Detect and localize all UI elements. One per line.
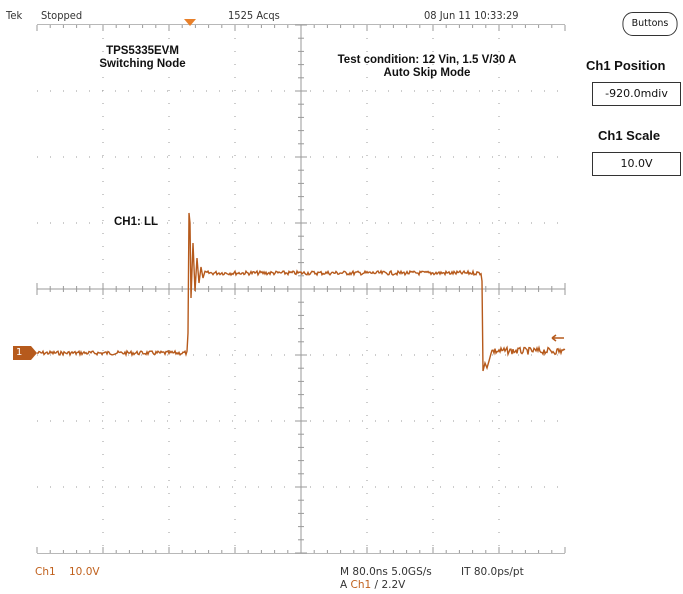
acquisition-status: Stopped [41,9,83,22]
device-node: Switching Node [99,58,186,70]
ch1-scale-field[interactable]: 10.0V [592,152,681,176]
condition-text: Test condition: 12 Vin, 1.5 V/30 A [337,54,517,66]
trigger-readout: A Ch1 / 2.2V [340,579,405,591]
waveform-display: TPS5335EVM Switching Node Test condition… [36,19,566,554]
ch1-position-field[interactable]: -920.0mdiv [592,82,681,106]
trigger-prefix: A [340,579,348,591]
date-time: 08 Jun 11 10:33:29 [424,9,519,22]
trigger-position-marker [184,19,196,26]
trigger-slope-icon: / [374,579,379,591]
buttons-menu-button[interactable]: Buttons [622,12,678,36]
device-name: TPS5335EVM [106,45,179,57]
footer-channel: Ch1 [35,566,56,578]
record-readout: IT 80.0ps/pt [461,566,524,578]
timebase-readout: M 80.0ns 5.0GS/s [340,566,432,578]
ch1-position-title: Ch1 Position [586,58,666,73]
brand-label: Tek [6,9,23,22]
mode-text: Auto Skip Mode [383,67,471,79]
channel-1-marker[interactable]: 1 [13,346,37,360]
channel-annotation: CH1: LL [114,216,159,228]
condition-annotation: Test condition: 12 Vin, 1.5 V/30 A Auto … [305,54,549,80]
graticule-and-trace [36,19,566,554]
device-annotation: TPS5335EVM Switching Node [75,45,210,71]
ch1-waveform-trace [36,212,566,372]
ch1-scale-title: Ch1 Scale [598,128,661,143]
trigger-level: 2.2V [381,579,406,591]
trigger-level-arrow [551,334,564,342]
footer-channel-scale: 10.0V [69,566,100,578]
acquisition-count: 1525 Acqs [228,9,280,22]
trigger-source: Ch1 [350,579,372,591]
